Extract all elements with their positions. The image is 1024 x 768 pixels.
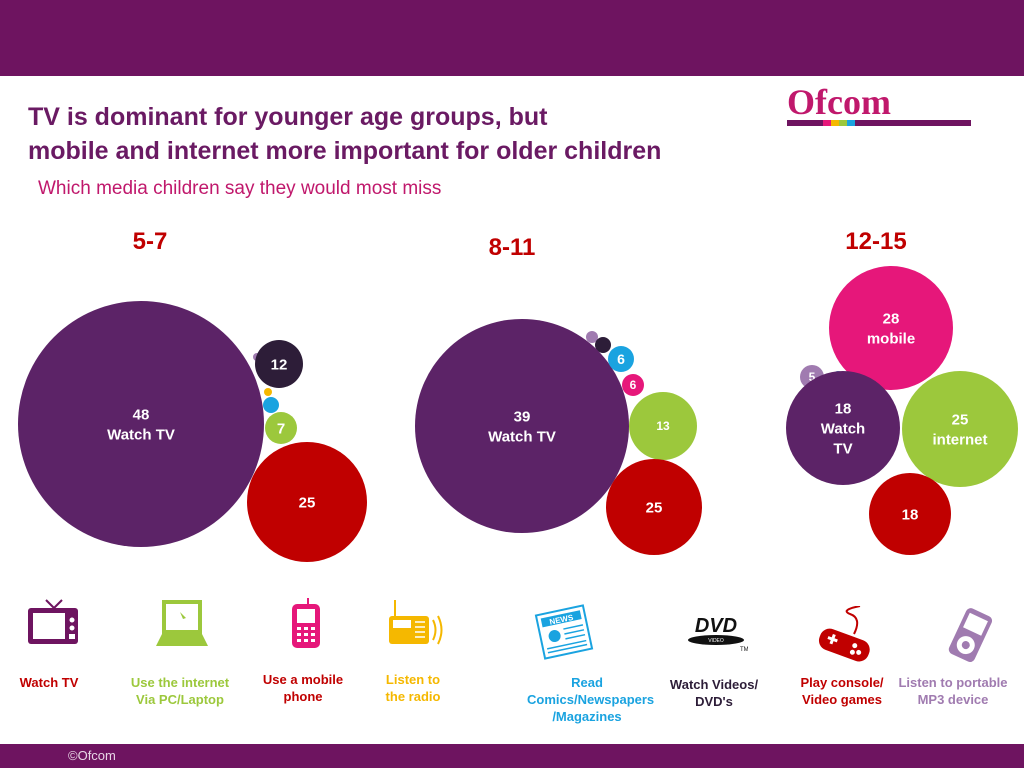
ofcom-logo: Ofcom (787, 86, 971, 126)
legend-label-mobile: Use a mobile phone (262, 672, 344, 704)
newspaper-icon: NEWS (532, 604, 596, 665)
bubble-8-11-read-comics-newspapers-magazines (608, 346, 634, 372)
bubble-label-5-7-watch-tv: 48 Watch TV (107, 406, 175, 443)
laptop-icon (154, 598, 210, 655)
bubble-label-8-11-play-console-video-games: 25 (646, 499, 663, 516)
group-label-5-7: 5-7 (132, 228, 168, 255)
bubble-5-7-watch-videos-dvd-s (255, 340, 303, 388)
bottom-banner (0, 744, 1024, 768)
bubble-label-5-7-watch-videos-dvd-s: 12 (271, 356, 288, 373)
bubble-5-7-watch-tv (18, 301, 264, 547)
tv-icon (26, 598, 82, 655)
bubble-5-7-play-console-video-games (247, 442, 367, 562)
bubble-label-8-11-use-a-mobile-phone: 6 (630, 378, 637, 392)
small-bubble-1 (264, 388, 272, 396)
legend-label-radio: Listen to the radio (385, 672, 441, 704)
bubble-label-12-15-listen-to-portable-mp3-device: 5 (809, 370, 816, 384)
logo-text: Ofcom (787, 86, 891, 122)
bubble-label-12-15-watch-tv: 18 Watch TV (821, 400, 865, 457)
copyright-text: ©Ofcom (68, 748, 116, 763)
bubble-chart: 48 Watch TV 12 7 25 39 Watch TV 66 13 25 28 mobile 5… (18, 266, 1018, 562)
bubble-label-12-15-use-a-mobile-phone: 28 mobile (867, 310, 915, 347)
bubble-label-5-7-play-console-video-games: 25 (299, 494, 316, 511)
top-banner (0, 0, 1024, 76)
dvd-icon: DVD VIDEO TM (684, 612, 749, 657)
group-label-8-11: 8-11 (488, 234, 536, 261)
small-bubble-4 (595, 337, 611, 353)
bubble-label-8-11-watch-tv: 39 Watch TV (488, 408, 556, 445)
legend-label-watch_tv: Watch TV (19, 675, 79, 690)
mobile-phone-icon (288, 598, 324, 655)
bubble-8-11-play-console-video-games (606, 459, 702, 555)
svg-text:VIDEO: VIDEO (708, 638, 724, 644)
group-label-12-15: 12-15 (845, 228, 907, 255)
bubble-label-8-11-use-the-internet-via-pc-laptop: 13 (656, 419, 670, 433)
svg-text:DVD: DVD (695, 615, 737, 637)
bubble-12-15-use-a-mobile-phone (829, 266, 953, 390)
title-line-1: TV is dominant for younger age groups, b… (28, 103, 548, 131)
mp3-player-icon (940, 606, 1000, 671)
bubble-8-11-use-the-internet-via-pc-laptop (629, 392, 697, 460)
radio-icon (387, 598, 447, 655)
bubble-12-15-play-console-video-games (869, 473, 951, 555)
bubble-12-15-watch-tv (786, 371, 900, 485)
bubble-label-12-15-play-console-video-games: 18 (902, 506, 919, 523)
bubble-12-15-use-the-internet-via-pc-laptop (902, 371, 1018, 487)
svg-text:TM: TM (740, 647, 748, 652)
legend-label-console: Play console/Video games (800, 675, 884, 707)
legend-label-internet: Use the internet Via PC/Laptop (130, 675, 230, 707)
title-line-2: mobile and internet more important for o… (28, 137, 662, 165)
bubble-label-8-11-read-comics-newspapers-magazines: 6 (617, 351, 625, 367)
bubble-8-11-watch-tv (415, 319, 629, 533)
legend-label-comics: Read Comics/Newspapers/Magazines (527, 675, 655, 724)
bubble-label-5-7-use-the-internet-via-pc-laptop: 7 (277, 420, 285, 437)
small-bubble-2 (263, 397, 279, 413)
legend-label-dvd: Watch Videos/DVD's (669, 677, 759, 709)
small-bubble-3 (586, 331, 598, 343)
gamepad-icon (814, 605, 878, 671)
bubble-8-11-use-a-mobile-phone (622, 374, 644, 396)
bubble-5-7-use-the-internet-via-pc-laptop (265, 412, 297, 444)
bubble-label-12-15-use-the-internet-via-pc-laptop: 25 internet (932, 411, 987, 448)
page-subtitle: Which media children say they would most… (38, 178, 442, 199)
legend-label-mp3: Listen to portable MP3 device (898, 675, 1008, 707)
page-title: TV is dominant for younger age groups, b… (28, 100, 768, 168)
